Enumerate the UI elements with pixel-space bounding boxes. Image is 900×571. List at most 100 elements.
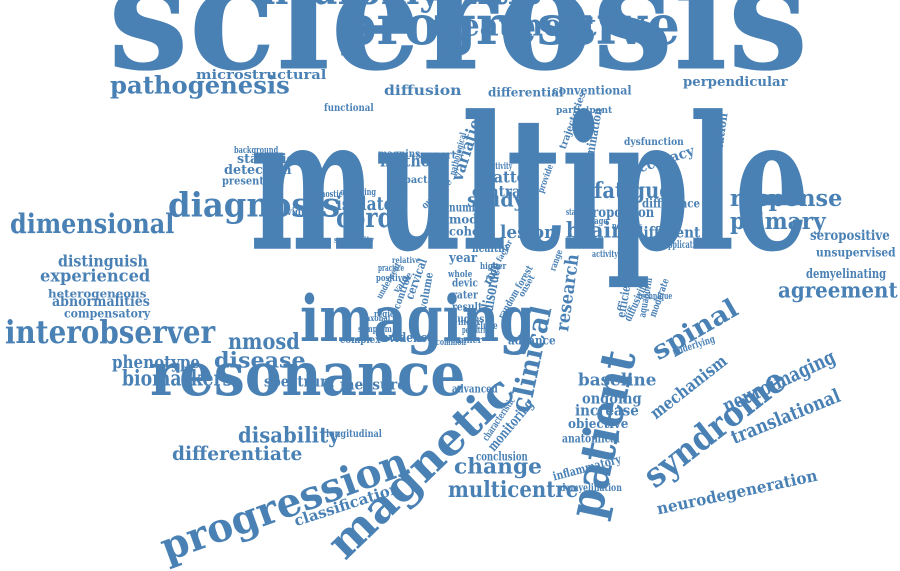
word-higher: higher — [480, 261, 507, 272]
word-differential: differential — [488, 85, 564, 100]
word-imaging: imaging — [300, 282, 535, 358]
word-central: central — [472, 182, 526, 201]
word-brain: brain — [566, 217, 626, 243]
word-complex: complex — [340, 335, 381, 347]
word-functional: functional — [324, 103, 374, 115]
word-sclerosis: sclerosis — [108, 0, 809, 104]
word-matter: matter — [478, 167, 534, 187]
word-abnormalities: abnormalities — [52, 294, 150, 311]
word-presenting: presenting — [222, 174, 282, 188]
word-phenotype: phenotype — [112, 351, 201, 373]
word-positive: positive — [376, 273, 407, 284]
word-interobserver: interobserver — [5, 313, 216, 352]
word-distinguish: distinguish — [58, 251, 148, 271]
word-axonal: axonal — [366, 312, 391, 323]
word-healthy: healthy — [472, 240, 511, 256]
word-participant: participant — [556, 105, 613, 116]
word-compensatory: compensatory — [64, 306, 151, 321]
word-practice: practice — [378, 263, 405, 274]
word-damage: damage — [578, 216, 608, 227]
word-demyelinating: demyelinating — [806, 266, 887, 282]
word-number: number — [449, 200, 489, 215]
word-diagnosis: diagnosis — [168, 185, 341, 226]
word-advanced: advanced — [452, 382, 498, 396]
word-treatment: treatment — [432, 8, 597, 44]
word-experienced: experienced — [40, 266, 151, 287]
word-study: study — [467, 187, 525, 212]
word-spectrum: spectrum — [264, 372, 335, 391]
word-pathogenesis: pathogenesis — [110, 70, 290, 100]
word-operating: operating — [340, 187, 377, 198]
word-index: index — [458, 317, 481, 328]
word-standard: standard — [566, 207, 594, 218]
word-demyelination: demyelination — [560, 483, 622, 495]
word-diagnostic: diagnostic — [305, 189, 343, 200]
word-include: include — [468, 321, 498, 333]
word-disease: disease — [214, 347, 306, 373]
word-dysfunction: dysfunction — [624, 137, 684, 149]
word-impact: impact — [390, 175, 428, 187]
word-statistical: statistical — [237, 151, 308, 167]
word-detection: detection — [224, 162, 292, 178]
word-increase: increase — [575, 401, 639, 420]
word-advance: advance — [508, 333, 556, 348]
word-whole: whole — [448, 269, 473, 280]
word-devic: devic — [452, 276, 478, 290]
word-change: change — [454, 453, 542, 479]
word-model: model — [449, 212, 490, 227]
word-magnins: magnins — [378, 149, 421, 161]
word-microstructural: microstructural — [196, 67, 327, 83]
word-common: common — [436, 337, 467, 348]
word-progressive: progressive — [340, 0, 680, 57]
word-longitudinal: longitudinal — [326, 429, 382, 441]
word-neuromyelitis: neuromyelitis — [262, 0, 542, 11]
word-diffusion: diffusion — [384, 83, 462, 100]
word-method: method — [380, 151, 440, 171]
word-result: result — [452, 300, 483, 314]
word-primary: primary — [730, 208, 826, 236]
word-cord: cord — [336, 202, 394, 234]
word-dimensional: dimensional — [10, 208, 175, 240]
word-ongoing: ongoing — [582, 389, 642, 408]
word-activity: activity — [592, 249, 618, 260]
word-application: application — [664, 240, 704, 252]
word-perpendicular: perpendicular — [683, 74, 788, 90]
word-support: support — [416, 148, 456, 162]
word-multicentre: multicentre — [448, 476, 579, 503]
word-agreement: agreement — [778, 277, 898, 303]
word-anatomical: anatomical — [562, 431, 620, 446]
word-scanner: scanner — [446, 335, 482, 346]
word-response: response — [730, 185, 843, 213]
word-baseline: baseline — [578, 370, 657, 391]
word-network: network — [612, 221, 643, 232]
word-nmosd: nmosd — [228, 328, 300, 355]
word-heterogeneous: heterogeneous — [48, 287, 147, 301]
word-specificity: specificity — [334, 235, 374, 246]
word-difference: difference — [642, 196, 701, 211]
word-proportion: proportion — [584, 205, 655, 222]
word-cohort: cohort — [449, 224, 491, 239]
word-multiple: multiple — [250, 74, 810, 293]
word-background: background — [234, 145, 279, 156]
word-different: different — [634, 223, 701, 242]
word-relative: relative — [392, 254, 420, 265]
word-individual: individual — [268, 207, 317, 219]
word-measure: measure — [340, 375, 406, 394]
word-rater: rater — [452, 288, 478, 302]
word-lesion: lesion — [500, 221, 557, 243]
word-conclusion: conclusion — [476, 449, 528, 464]
word-conventional: conventional — [552, 83, 632, 98]
word-differentiate: differentiate — [172, 443, 303, 466]
word-seropositive: seropositive — [810, 228, 890, 245]
word-objective: objective — [568, 416, 629, 432]
word-studies: studies — [448, 312, 485, 326]
word-evidence: evidence — [382, 330, 434, 346]
word-isolated: isolated — [336, 193, 405, 216]
word-biomarkers: biomarkers — [122, 365, 233, 391]
word-unsupervised: unsupervised — [816, 245, 896, 260]
word-year: year — [449, 250, 478, 266]
word-fatigue: fatigue — [594, 177, 672, 204]
word-sensitivity: sensitivity — [478, 161, 513, 172]
word-disability: disability — [238, 422, 340, 448]
